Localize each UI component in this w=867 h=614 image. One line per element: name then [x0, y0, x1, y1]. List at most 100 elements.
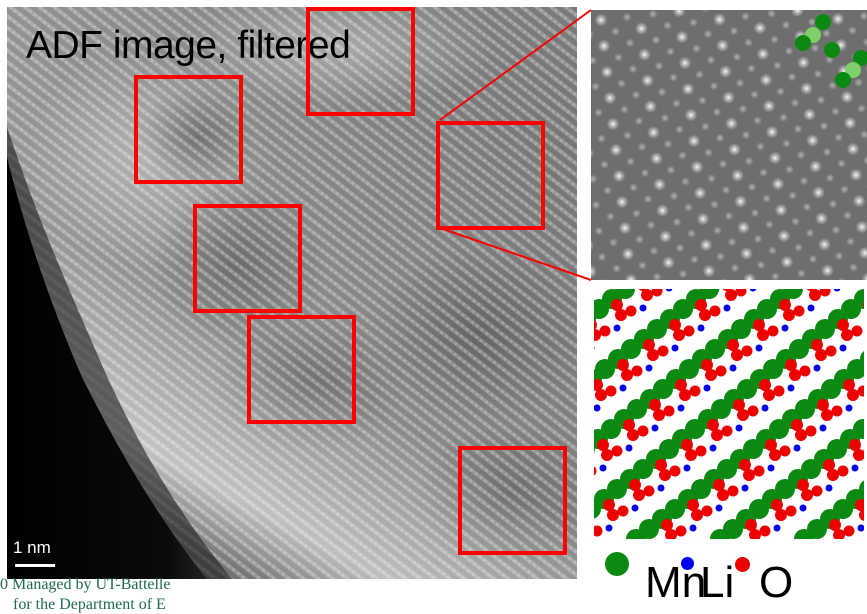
lattice-spot [650, 247, 659, 256]
li-atom [736, 425, 743, 432]
lattice-spot [728, 238, 737, 247]
o-atom [669, 319, 681, 331]
li-atom [710, 445, 717, 452]
lattice-spot [613, 170, 626, 183]
lattice-spot [788, 73, 797, 82]
o-atom [759, 379, 771, 391]
lattice-spot [610, 144, 623, 157]
lattice-spot [690, 255, 699, 264]
lattice-spot [592, 201, 601, 210]
li-atom [704, 385, 711, 392]
lattice-spot [659, 230, 672, 243]
lattice-spot [791, 99, 800, 108]
o-atom [716, 366, 727, 377]
lattice-spot [635, 22, 648, 35]
lattice-spot [681, 177, 690, 186]
li-atom [826, 485, 833, 492]
lattice-spot [594, 108, 603, 117]
o-atom [800, 366, 811, 377]
lattice-spot [781, 256, 794, 269]
o-atom [794, 306, 805, 317]
lattice-spot [748, 183, 757, 192]
li-atom [658, 485, 665, 492]
lattice-spot [703, 265, 716, 278]
roi-box-6 [458, 446, 567, 555]
lattice-spot [685, 109, 698, 122]
lattice-spot [765, 220, 774, 229]
li-atom [652, 425, 659, 432]
o-atom [728, 486, 739, 497]
lattice-spot [626, 39, 635, 48]
lattice-spot [617, 79, 626, 88]
o-atom [612, 446, 623, 457]
lattice-spot [778, 230, 791, 243]
lattice-spot [664, 140, 673, 149]
lattice-spot [834, 133, 843, 142]
o-atom [722, 426, 733, 437]
lattice-spot [794, 243, 803, 252]
lattice-spot [697, 213, 710, 226]
o-atom [617, 359, 629, 371]
li-atom [684, 465, 691, 472]
lattice-spot [857, 104, 866, 113]
lattice-spot [840, 185, 849, 194]
lattice-spot [806, 134, 819, 147]
lattice-spot [753, 116, 762, 125]
lattice-spot [756, 142, 765, 151]
o-atom [655, 459, 667, 471]
li-atom [672, 345, 679, 352]
lattice-spot [812, 186, 825, 199]
o-atom [811, 339, 823, 351]
o-atom [623, 419, 635, 431]
scale-bar [15, 564, 55, 567]
li-atom [852, 465, 859, 472]
roi-box-1 [134, 75, 243, 184]
o-atom [844, 526, 855, 537]
lattice-spot [782, 21, 791, 30]
lattice-spot [817, 96, 826, 105]
lattice-spot [835, 252, 844, 261]
lattice-spot [638, 261, 647, 270]
o-atom [832, 406, 843, 417]
lattice-spot [650, 152, 663, 165]
o-legend-dot [735, 557, 750, 572]
lattice-spot [629, 183, 638, 192]
lattice-spot [676, 244, 685, 253]
footer-line-2: for the Department of E [13, 596, 166, 614]
lattice-spot [688, 135, 701, 148]
o-atom [771, 499, 783, 511]
li-atom [698, 325, 705, 332]
o-atom [739, 459, 751, 471]
overlay-mn-atom [815, 14, 831, 30]
li-atom [690, 525, 697, 532]
lattice-spot [797, 269, 806, 278]
figure-title: ADF image, filtered [26, 24, 350, 68]
li-atom [678, 405, 685, 412]
li-atom [808, 305, 815, 312]
lattice-spot [689, 18, 698, 27]
o-atom [713, 479, 725, 491]
o-atom [745, 519, 757, 531]
lattice-spot [829, 200, 838, 209]
lattice-spot [754, 235, 763, 244]
o-atom [626, 306, 637, 317]
o-atom [774, 386, 785, 397]
crystal-model-graphic [594, 289, 864, 539]
lattice-spot [662, 256, 675, 269]
lattice-spot [620, 105, 629, 114]
o-atom [618, 506, 629, 517]
overlay-mn-atom [835, 72, 851, 88]
lattice-spot [670, 192, 679, 201]
lattice-spot [673, 218, 682, 227]
lattice-spot [809, 160, 822, 173]
lattice-spot [713, 226, 722, 235]
roi-box-2 [306, 7, 415, 116]
li-atom [846, 405, 853, 412]
lattice-spot [846, 237, 855, 246]
lattice-spot [725, 117, 738, 130]
zoomed-lattice-graphic [591, 10, 867, 280]
lattice-spot [722, 91, 735, 104]
lattice-spot [728, 143, 741, 156]
lattice-spot [734, 195, 747, 208]
o-atom [748, 406, 759, 417]
